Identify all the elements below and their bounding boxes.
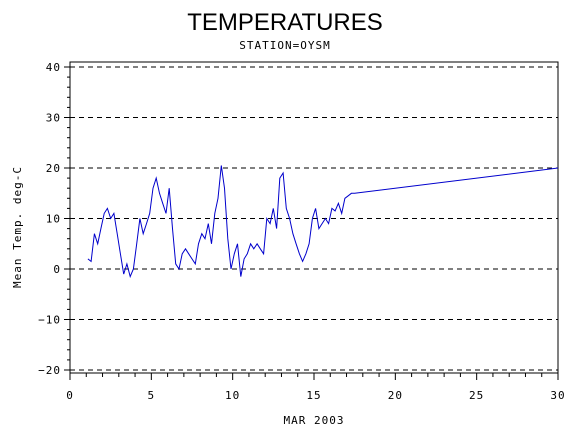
x-tick-label: 25 — [469, 389, 484, 402]
chart-title: TEMPERATURES — [187, 9, 383, 36]
y-tick-label: 20 — [46, 162, 61, 175]
axis-ticks — [64, 66, 559, 380]
y-tick-label: 10 — [46, 213, 61, 226]
x-axis-label: MAR 2003 — [284, 414, 345, 427]
y-tick-label: 40 — [46, 61, 61, 74]
x-tick-label: 10 — [225, 389, 240, 402]
y-tick-label: 0 — [53, 263, 61, 276]
plot-frame — [69, 61, 559, 374]
y-axis-label: Mean Temp. deg-C — [11, 166, 24, 288]
x-tick-label: 20 — [388, 389, 403, 402]
x-tick-label: 0 — [66, 389, 74, 402]
y-tick-label: −20 — [38, 364, 61, 377]
chart-subtitle: STATION=OYSM — [239, 39, 330, 52]
x-tick-label: 5 — [148, 389, 156, 402]
series-line-mean-temp — [87, 165, 559, 279]
y-tick-label: −10 — [38, 314, 61, 327]
x-tick-label: 15 — [306, 389, 321, 402]
y-tick-label: 30 — [46, 112, 61, 125]
grid-lines — [70, 66, 558, 371]
tick-labels: −20 −10 0 10 20 30 40 0 5 10 15 20 25 30 — [38, 61, 565, 402]
x-tick-label: 30 — [550, 389, 565, 402]
